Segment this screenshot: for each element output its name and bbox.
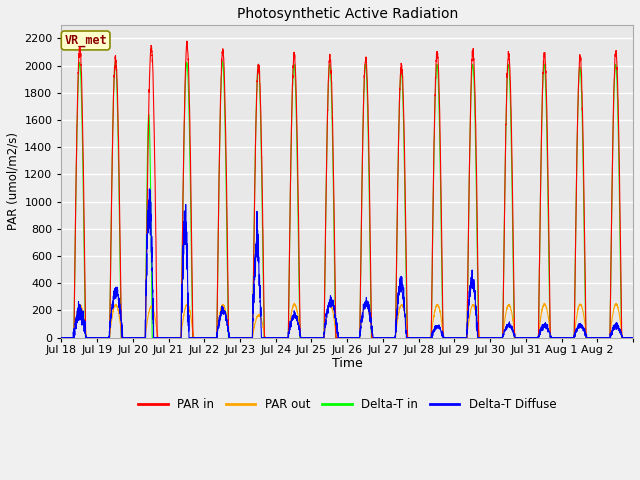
Y-axis label: PAR (umol/m2/s): PAR (umol/m2/s) bbox=[7, 132, 20, 230]
X-axis label: Time: Time bbox=[332, 357, 363, 370]
Legend: PAR in, PAR out, Delta-T in, Delta-T Diffuse: PAR in, PAR out, Delta-T in, Delta-T Dif… bbox=[133, 394, 561, 416]
Text: VR_met: VR_met bbox=[64, 34, 107, 47]
Title: Photosynthetic Active Radiation: Photosynthetic Active Radiation bbox=[237, 7, 458, 21]
